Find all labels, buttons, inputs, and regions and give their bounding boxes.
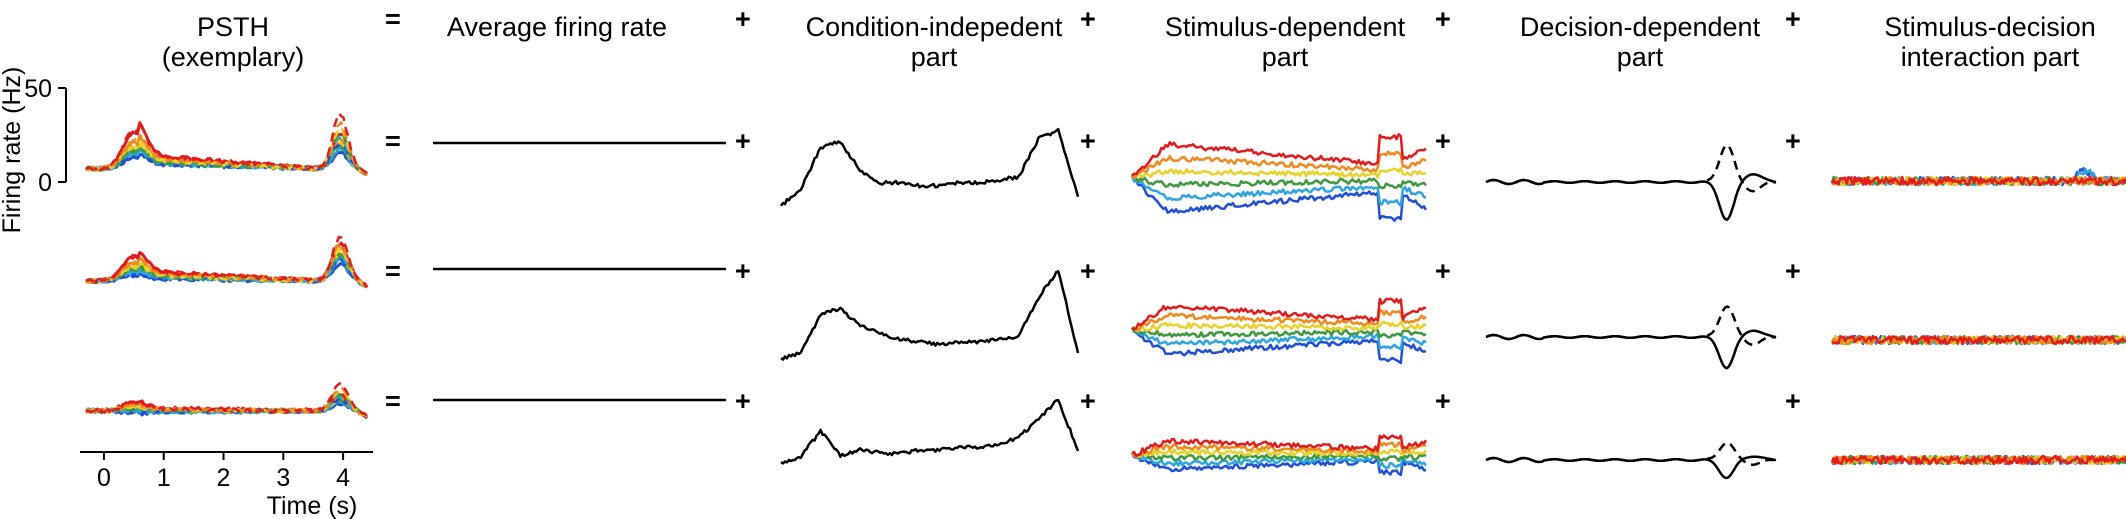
condition-independent-trace-r2 [780, 398, 1080, 465]
psth-trace-r2-c4-dashed [85, 386, 368, 416]
decision-dependent-trace-r0-dashed [1485, 143, 1777, 193]
decision-dependent-trace-r1-solid [1485, 329, 1777, 370]
psth-trace-r1-c3-dashed [85, 247, 368, 286]
y-tick-label-0: 0 [38, 169, 52, 197]
decision-dependent-trace-r0-solid [1485, 173, 1777, 221]
column-title-6: Stimulus-decision interaction part [1884, 12, 2096, 72]
plus-sign-r0-c4: + [1785, 4, 1801, 34]
stimulus-dependent-trace-r1-c2 [1130, 327, 1427, 339]
stimulus-dependent-trace-r2-c2 [1131, 451, 1426, 462]
stimulus-dependent-trace-r0-c4 [1131, 150, 1427, 180]
plus-sign-r3-c2: + [1080, 386, 1096, 416]
stimulus-dependent-trace-r1-c5 [1131, 297, 1427, 331]
stimulus-dependent-trace-r1-c1 [1130, 326, 1427, 351]
y-tick-label-50: 50 [24, 75, 52, 103]
stimulus-dependent-trace-r0-c1 [1130, 175, 1427, 207]
equals-sign-r1-c0: = [385, 126, 401, 156]
stimulus-dependent-trace-r0-c0 [1130, 175, 1428, 222]
stimulus-dependent-trace-r1-c0 [1131, 326, 1427, 365]
plus-sign-r1-c3: + [1435, 126, 1451, 156]
y-axis-label: Firing rate (Hz) [0, 67, 26, 234]
stimulus-dependent-trace-r2-c3 [1131, 448, 1427, 458]
condition-independent-trace-r0 [779, 127, 1080, 207]
psth-trace-r0-c3-dashed [85, 126, 368, 175]
column-title-4: Stimulus-dependent part [1164, 12, 1406, 72]
psth-trace-r1-c4-dashed [85, 242, 368, 287]
column-title-2: Average firing rate [446, 12, 668, 42]
plus-sign-r3-c1: + [735, 386, 751, 416]
equals-sign-r2-c0: = [385, 256, 401, 286]
x-tick-label-2: 2 [217, 464, 231, 492]
plus-sign-r3-c3: + [1435, 386, 1451, 416]
psth-trace-r1-c5 [85, 241, 368, 287]
condition-independent-trace-r1 [780, 270, 1080, 361]
stimulus-dependent-trace-r1-c3 [1131, 320, 1427, 333]
interaction-trace-r2-c5 [1830, 454, 2126, 466]
stimulus-dependent-trace-r1-c4 [1131, 308, 1427, 332]
plus-sign-r3-c4: + [1785, 386, 1801, 416]
column-title-1: PSTH (exemplary) [161, 12, 305, 72]
x-axis-label: Time (s) [267, 492, 358, 519]
stimulus-dependent-trace-r2-c5 [1131, 434, 1428, 457]
plus-sign-r2-c2: + [1080, 256, 1096, 286]
psth-trace-r1-c5-dashed [85, 235, 369, 289]
plus-sign-r2-c1: + [735, 256, 751, 286]
plus-sign-r0-c3: + [1435, 4, 1451, 34]
plus-sign-r1-c2: + [1080, 126, 1096, 156]
equals-sign-r3-c0: = [385, 386, 401, 416]
interaction-trace-r0-c5 [1830, 175, 2126, 187]
column-title-3: Condition-indepedent part [805, 12, 1063, 72]
x-tick-label-0: 0 [97, 464, 111, 492]
psth-axes: 50 0 Firing rate (Hz) 0 1 2 3 4 Time (s) [0, 67, 373, 519]
x-tick-label-4: 4 [336, 464, 350, 492]
psth-trace-r2-c5-dashed [86, 381, 368, 417]
stimulus-dependent-trace-r0-c2 [1131, 174, 1427, 190]
plus-sign-r0-c2: + [1080, 4, 1096, 34]
plus-sign-r1-c4: + [1785, 126, 1801, 156]
stimulus-dependent-trace-r2-c4 [1130, 440, 1427, 458]
stimulus-dependent-trace-r0-c3 [1131, 167, 1427, 179]
x-tick-label-1: 1 [157, 464, 171, 492]
plus-sign-r0-c1: + [735, 4, 751, 34]
psth-trace-r0-c5-dashed [85, 112, 368, 175]
plus-sign-r2-c4: + [1785, 256, 1801, 286]
x-tick-label-3: 3 [276, 464, 290, 492]
column-title-5: Decision-dependent part [1519, 12, 1761, 72]
stimulus-dependent-trace-r0-c5 [1131, 133, 1427, 177]
equals-sign-r0-c0: = [385, 4, 401, 34]
decision-dependent-trace-r2-solid [1485, 455, 1777, 480]
plus-sign-r2-c3: + [1435, 256, 1451, 286]
interaction-trace-r1-c5 [1831, 334, 2126, 346]
plus-sign-r1-c1: + [735, 126, 751, 156]
